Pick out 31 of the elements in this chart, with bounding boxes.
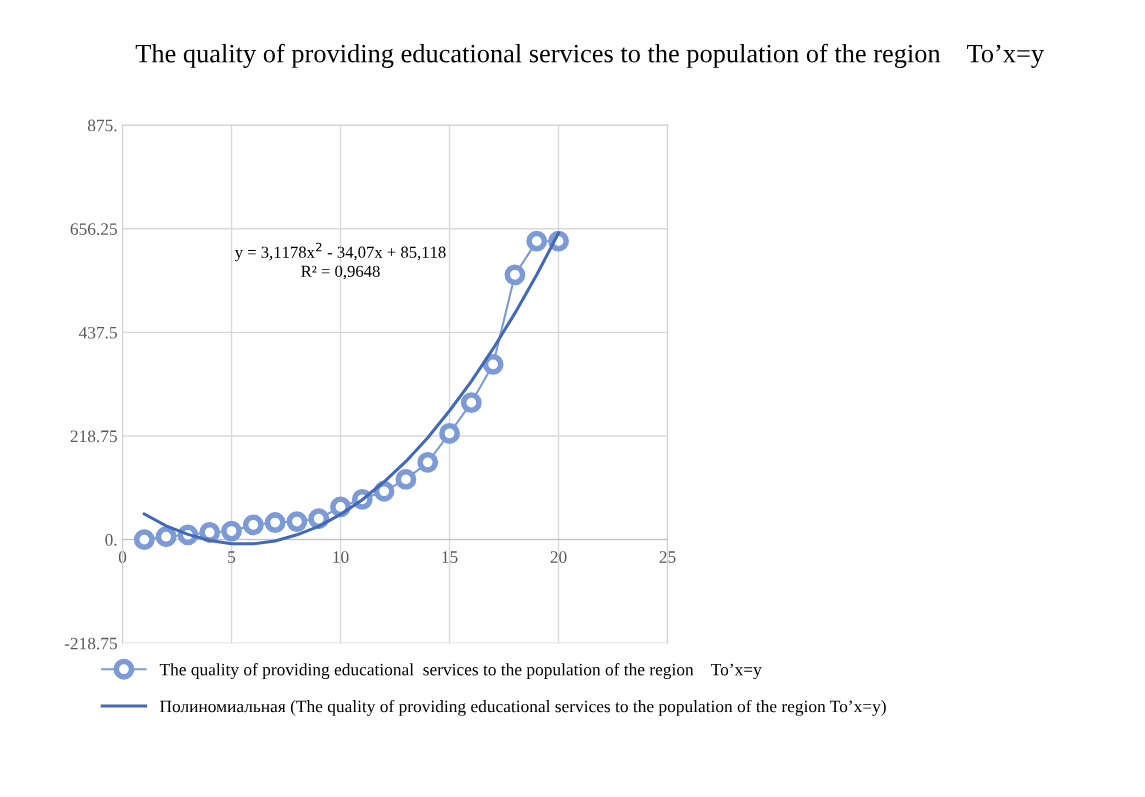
x-tick-label: 10 — [333, 551, 349, 563]
point — [482, 353, 504, 375]
x-tick-label: 20 — [550, 551, 567, 563]
annotation: R² = 0,9648 — [301, 265, 380, 280]
point — [242, 514, 264, 536]
point — [504, 264, 526, 286]
y-tick-label: 656.25 — [70, 223, 117, 236]
point — [264, 512, 286, 533]
point — [373, 480, 395, 502]
point — [395, 469, 417, 490]
point — [526, 230, 548, 252]
y-tick-label: 0. — [105, 534, 117, 546]
legend-label: The quality of providing educational services to the population of the region To’x=y — [159, 663, 762, 680]
y-tick-label: 875. — [87, 119, 117, 132]
x-tick-label: 5 — [228, 551, 236, 563]
y-tick-label: -218.75 — [64, 637, 117, 650]
point — [221, 520, 242, 542]
legend-label: Полиномиальная (The quality of providing educational services to the population of the region To’x=y) — [160, 699, 886, 716]
chart-title: The quality of providing educational services to the population of the region To’x=y — [135, 43, 1044, 68]
y-tick-label: 437.5 — [78, 326, 117, 339]
point — [460, 392, 482, 414]
point — [155, 526, 177, 548]
x-tick-label: 15 — [442, 551, 458, 563]
annotation: y = 3,1178x$^{2}$ - 34,07x + 85,118 — [234, 242, 446, 262]
point — [199, 522, 221, 543]
point — [133, 529, 155, 550]
point — [417, 451, 439, 473]
point — [439, 423, 460, 444]
point — [286, 511, 308, 532]
y-tick-label: 218.75 — [70, 430, 117, 443]
x-tick-label: 25 — [659, 551, 676, 563]
